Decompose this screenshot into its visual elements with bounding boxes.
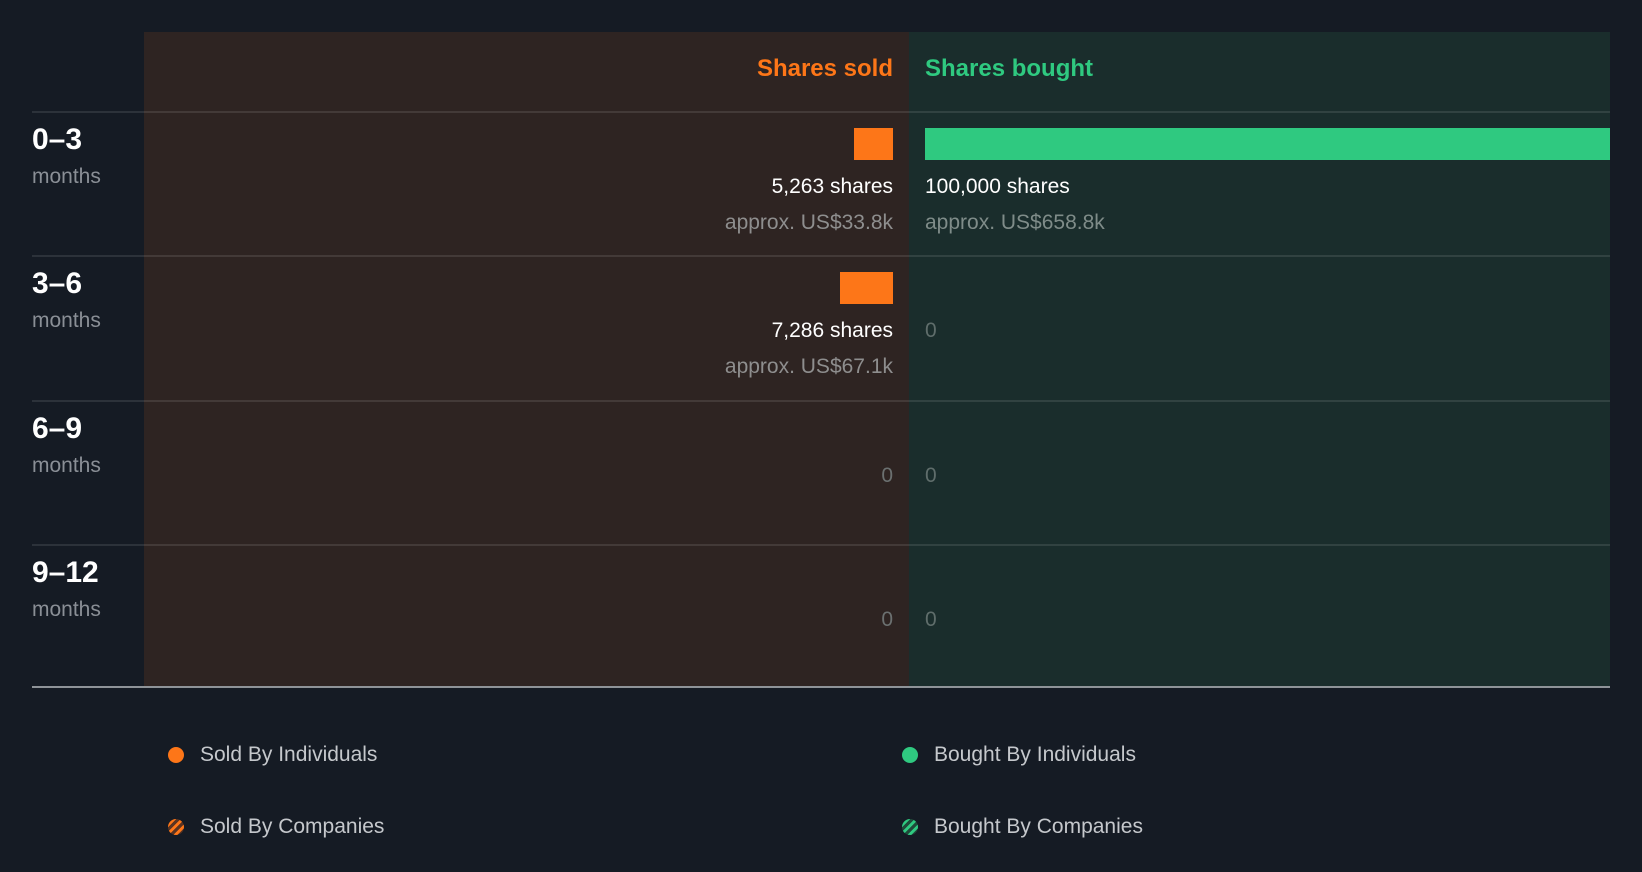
legend-bought-by-companies[interactable]: Bought By Companies	[902, 814, 1143, 840]
period-label: 0–3 months	[32, 122, 101, 190]
legend-bought-by-individuals[interactable]: Bought By Individuals	[902, 742, 1136, 768]
bought-zero-value: 0	[925, 464, 937, 487]
period-unit: months	[32, 165, 101, 188]
solid-green-dot-icon	[902, 747, 918, 763]
striped-orange-dot-icon	[168, 819, 184, 835]
row-divider	[32, 400, 1610, 402]
period-row-3-6: 3–6 months 7,286 shares approx. US$67.1k…	[0, 256, 1642, 400]
sold-bar[interactable]	[840, 272, 893, 304]
sold-shares: 5,263 shares	[771, 175, 893, 198]
sold-values: 0	[881, 463, 893, 489]
row-divider	[32, 544, 1610, 546]
period-label: 9–12 months	[32, 555, 101, 623]
period-range: 0–3	[32, 123, 83, 156]
bought-values: 0	[925, 318, 937, 344]
sold-zero-value: 0	[881, 608, 893, 631]
bought-shares: 100,000 shares	[925, 175, 1070, 198]
row-divider	[32, 255, 1610, 257]
period-row-9-12: 9–12 months 0 0	[0, 545, 1642, 689]
sold-approx-value: approx. US$33.8k	[724, 211, 893, 234]
bought-zero-value: 0	[925, 319, 937, 342]
row-divider	[32, 111, 1610, 113]
sold-shares: 7,286 shares	[771, 319, 893, 342]
bought-bar[interactable]	[925, 128, 1610, 160]
bought-values: 100,000 shares approx. US$658.8k	[925, 174, 1105, 236]
sold-bar[interactable]	[854, 128, 893, 160]
solid-orange-dot-icon	[168, 747, 184, 763]
legend-label: Sold By Individuals	[200, 743, 378, 766]
period-range: 3–6	[32, 267, 83, 300]
legend-label: Bought By Individuals	[934, 743, 1136, 766]
sold-values: 5,263 shares approx. US$33.8k	[725, 174, 893, 236]
sold-zero-value: 0	[881, 464, 893, 487]
legend-sold-by-individuals[interactable]: Sold By Individuals	[168, 742, 377, 768]
legend-label: Bought By Companies	[934, 815, 1143, 838]
shares-sold-panel	[144, 32, 909, 688]
sold-approx-value: approx. US$67.1k	[724, 355, 893, 378]
bought-approx-value: approx. US$658.8k	[925, 211, 1105, 234]
period-unit: months	[32, 309, 101, 332]
period-range: 6–9	[32, 412, 83, 445]
bought-values: 0	[925, 607, 937, 633]
period-unit: months	[32, 598, 101, 621]
bought-zero-value: 0	[925, 608, 937, 631]
period-unit: months	[32, 454, 101, 477]
legend-label: Sold By Companies	[200, 815, 385, 838]
period-range: 9–12	[32, 556, 99, 589]
shares-sold-header: Shares sold	[756, 55, 893, 82]
period-row-0-3: 0–3 months 5,263 shares approx. US$33.8k…	[0, 112, 1642, 256]
shares-bought-header: Shares bought	[925, 55, 1094, 82]
period-label: 3–6 months	[32, 266, 101, 334]
legend-sold-by-companies[interactable]: Sold By Companies	[168, 814, 384, 840]
sold-values: 7,286 shares approx. US$67.1k	[725, 318, 893, 380]
sold-values: 0	[881, 607, 893, 633]
bought-values: 0	[925, 463, 937, 489]
period-row-6-9: 6–9 months 0 0	[0, 401, 1642, 545]
striped-green-dot-icon	[902, 819, 918, 835]
chart-baseline	[32, 686, 1610, 688]
period-label: 6–9 months	[32, 411, 101, 479]
